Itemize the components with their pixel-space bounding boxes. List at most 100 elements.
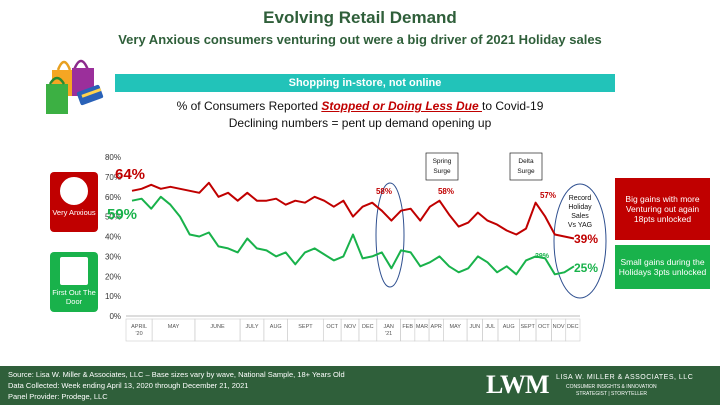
y-tick-label: 0% (109, 312, 121, 321)
company-name: LISA W. MILLER & ASSOCIATES, LLC (556, 374, 694, 381)
x-tick-label: JUL (485, 324, 495, 330)
spring-surge-line2: Surge (433, 168, 451, 175)
first-out-badge: First Out The Door (50, 252, 98, 312)
record-holiday-line: Vs YAG (568, 222, 592, 229)
data-label: 57% (540, 191, 556, 200)
x-tick-label: MAR (416, 324, 428, 330)
data-label: 39% (574, 232, 598, 246)
callout-first-out: Small gains during the Holidays 3pts unl… (615, 245, 710, 289)
x-tick-cell (376, 318, 401, 342)
line-chart: 0% 10% 20% 30% 40% 50% 60% 70% 80% APRIL'20 MAY JU… (105, 152, 607, 342)
record-holiday-line: Holiday (568, 204, 592, 211)
x-tick-cell (482, 318, 499, 342)
page-title: Evolving Retail Demand (263, 8, 457, 27)
very-anxious-badge: Very Anxious (50, 172, 98, 232)
x-tick-label-year: '21 (385, 331, 392, 337)
data-label: 64% (115, 166, 145, 183)
x-tick-cell (322, 318, 342, 342)
shopping-bags-icon (46, 59, 104, 114)
x-tick-cell (125, 318, 153, 342)
x-tick-cell (466, 318, 483, 342)
x-tick-cell (287, 318, 324, 342)
x-tick-cell (414, 318, 430, 342)
x-tick-cell (551, 318, 567, 342)
door-icon (60, 257, 88, 285)
spring-surge-box (425, 152, 459, 181)
x-tick-label: AUG (503, 324, 515, 330)
callout-very-anxious: Big gains with more Venturing out again … (615, 178, 710, 240)
page-subtitle: Very Anxious consumers venturing out wer… (118, 32, 602, 47)
anxious-person-icon (60, 177, 88, 205)
x-tick-label: DEC (362, 324, 374, 330)
company-tagline-2: STRATEGIST | STORYTELLER (576, 391, 647, 397)
x-tick-label: NOV (553, 324, 565, 330)
footer-line-dates: Data Collected: Week ending April 13, 20… (8, 381, 249, 390)
y-tick-label: 50% (105, 213, 121, 222)
x-tick-label: AUG (270, 324, 282, 330)
x-tick-cell (239, 318, 265, 342)
x-tick-cell (443, 318, 468, 342)
y-tick-label: 40% (105, 233, 121, 242)
x-tick-cell (400, 318, 416, 342)
data-label: 25% (574, 261, 598, 275)
data-label: 58% (376, 187, 392, 196)
x-tick-label: JUN (469, 324, 480, 330)
x-tick-label: SEPT (298, 324, 313, 330)
x-tick-label: NOV (344, 324, 356, 330)
series-line-first-out (131, 195, 575, 276)
annotations: Spring Surge Delta Surge Record Holiday Sales V… (375, 152, 607, 299)
footer-line-panel: Panel Provider: Prodege, LLC (8, 392, 108, 401)
footer: Source: Lisa W. Miller & Associates, LLC… (0, 366, 720, 405)
x-tick-cell (428, 318, 444, 342)
x-tick-label: APRIL (131, 324, 147, 330)
x-tick-label: MAY (449, 324, 461, 330)
delta-surge-box (509, 152, 543, 181)
delta-surge-line2: Surge (517, 168, 535, 175)
record-holiday-line: Record (569, 195, 592, 202)
data-label: 58% (438, 187, 454, 196)
x-tick-label: DEC (567, 324, 579, 330)
metric-suffix: to Covid-19 (482, 99, 544, 113)
x-tick-label: JUNE (210, 324, 225, 330)
x-tick-cell (535, 318, 552, 342)
x-tick-cell (263, 318, 288, 342)
spring-surge-line1: Spring (433, 158, 452, 165)
x-tick-cell (497, 318, 520, 342)
x-tick-label: SEPT (521, 324, 536, 330)
y-tick-label: 20% (105, 272, 121, 281)
x-tick-label: FEB (402, 324, 413, 330)
x-tick-label: APR (431, 324, 442, 330)
metric-description-line2: Declining numbers = pent up demand openi… (228, 116, 492, 130)
y-axis: 0% 10% 20% 30% 40% 50% 60% 70% 80% (105, 153, 121, 321)
y-tick-label: 80% (105, 153, 121, 162)
series-line-very-anxious (131, 181, 575, 240)
metric-highlight: Stopped or Doing Less Due (321, 99, 483, 113)
x-tick-cell (519, 318, 537, 342)
x-tick-label: JULY (245, 324, 258, 330)
x-tick-cell (194, 318, 241, 342)
company-tagline: CONSUMER INSIGHTS & INNOVATION (566, 384, 657, 390)
y-tick-label: 60% (105, 193, 121, 202)
surge-ellipse-winter (375, 182, 405, 288)
holiday-ellipse (553, 183, 607, 299)
metric-description: % of Consumers Reported Stopped or Doing… (0, 99, 720, 113)
x-tick-label: MAY (168, 324, 180, 330)
y-tick-label: 10% (105, 292, 121, 301)
very-anxious-label: Very Anxious (52, 208, 96, 217)
lwm-logo: LWM (486, 370, 549, 399)
x-tick-label-year: '20 (135, 331, 142, 337)
banner: Shopping in-store, not online (115, 74, 615, 92)
record-holiday-line: Sales (571, 213, 589, 220)
x-tick-label: OCT (538, 324, 550, 330)
y-tick-label: 70% (105, 173, 121, 182)
footer-source: Source: Lisa W. Miller & Associates, LLC… (8, 369, 345, 402)
data-labels: 64% 59% 58% 58% 57% 39% 29% 25% (107, 166, 598, 275)
first-out-label: First Out The Door (52, 288, 96, 306)
metric-prefix: % of Consumers Reported (176, 99, 322, 113)
x-tick-label: OCT (326, 324, 338, 330)
x-tick-label: JAN (383, 324, 393, 330)
x-tick-cell (358, 318, 378, 342)
x-tick-cell (340, 318, 360, 342)
y-tick-label: 30% (105, 252, 121, 261)
